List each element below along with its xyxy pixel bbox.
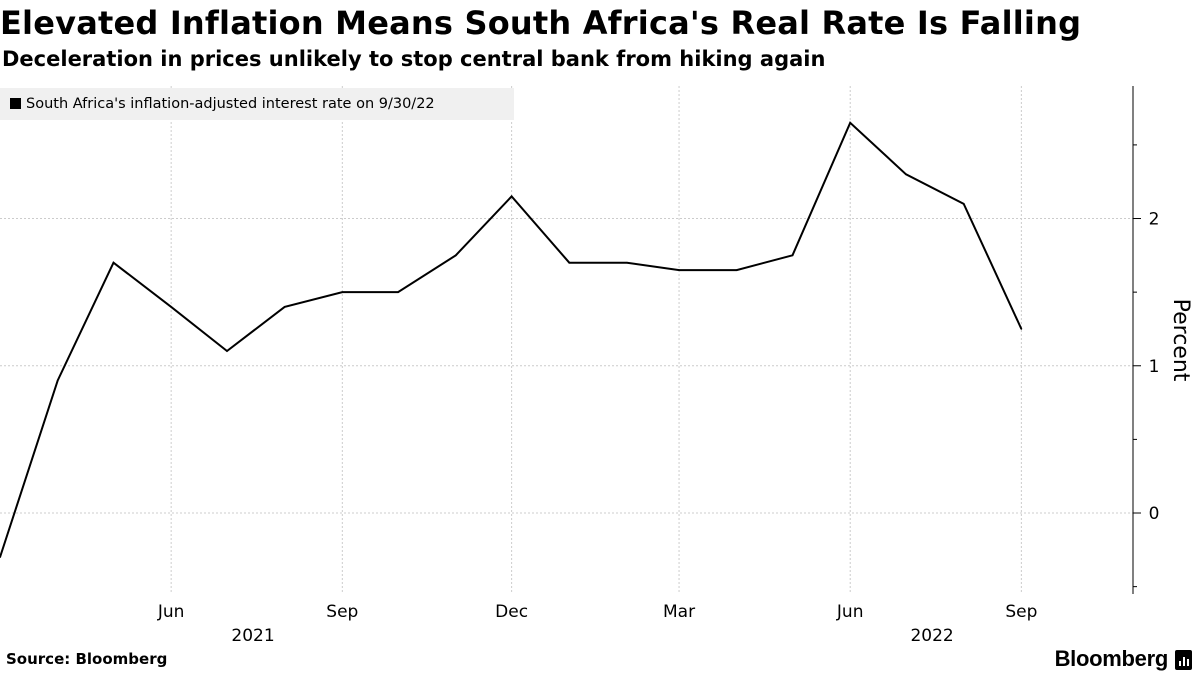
data-point — [1020, 328, 1023, 330]
series-layer — [0, 121, 1023, 558]
legend-swatch — [10, 98, 21, 109]
x-year-label: 2022 — [910, 626, 953, 646]
y-tick-label: 1 — [1149, 357, 1160, 377]
x-year-label: 2021 — [231, 626, 274, 646]
data-point — [735, 269, 738, 271]
data-point — [626, 261, 628, 264]
x-tick-label: Sep — [1005, 602, 1037, 622]
data-point — [849, 122, 852, 124]
y-axis-title: Percent — [1168, 299, 1193, 382]
series-line — [0, 121, 1023, 558]
data-point — [112, 261, 115, 264]
bloomberg-terminal-icon — [1175, 650, 1192, 670]
data-point — [56, 379, 59, 382]
source-note: Source: Bloomberg — [6, 650, 168, 668]
data-point — [905, 173, 907, 176]
y-axis: 0 1 2 — [1132, 86, 1160, 594]
bloomberg-logo: Bloomberg — [1054, 646, 1169, 671]
data-point — [568, 261, 571, 264]
data-point — [397, 291, 399, 293]
chart-title: Elevated Inflation Means South Africa's … — [0, 4, 1082, 42]
data-point — [791, 254, 794, 257]
data-point — [678, 269, 680, 271]
x-tick-label: Sep — [326, 602, 358, 622]
x-axis: Jun Sep Dec Mar Jun Sep 2021 2022 — [157, 602, 1038, 646]
data-point — [226, 350, 228, 352]
y-tick-label: 0 — [1149, 504, 1160, 524]
x-tick-label: Mar — [663, 602, 695, 622]
data-point — [0, 556, 1, 558]
gridlines — [0, 86, 1133, 594]
y-tick-label: 2 — [1149, 210, 1160, 230]
data-point — [455, 254, 457, 257]
x-tick-label: Jun — [157, 602, 185, 622]
x-tick-label: Jun — [836, 602, 864, 622]
data-point — [170, 306, 172, 308]
legend-label: South Africa's inflation-adjusted intere… — [26, 96, 435, 112]
data-point — [962, 202, 965, 205]
data-point — [510, 195, 513, 198]
data-point — [283, 306, 286, 308]
data-point — [341, 291, 344, 293]
x-tick-label: Dec — [495, 602, 528, 622]
legend: South Africa's inflation-adjusted intere… — [0, 88, 514, 120]
chart-subtitle: Deceleration in prices unlikely to stop … — [2, 47, 826, 71]
